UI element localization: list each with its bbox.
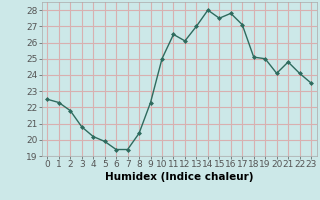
X-axis label: Humidex (Indice chaleur): Humidex (Indice chaleur) (105, 172, 253, 182)
